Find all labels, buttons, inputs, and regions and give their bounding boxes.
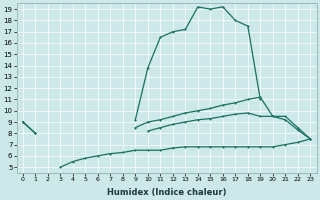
X-axis label: Humidex (Indice chaleur): Humidex (Indice chaleur) <box>107 188 226 197</box>
